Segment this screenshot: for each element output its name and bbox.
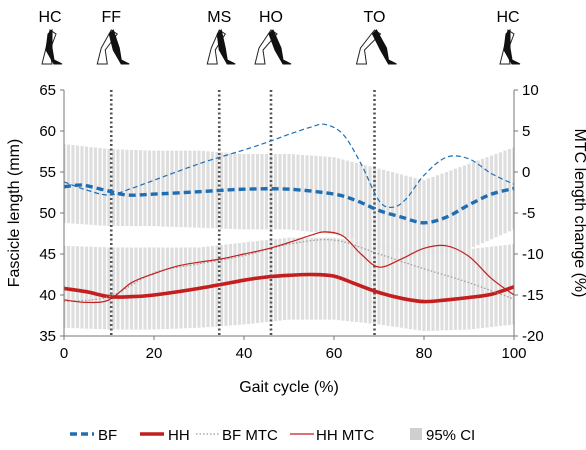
x-tick-labels: 0 20 40 60 80 100 xyxy=(60,336,527,362)
walker-leg-filled xyxy=(45,28,63,65)
left-y-tick-label-50: 50 xyxy=(39,205,56,222)
gait-event-label-hc-5: HC xyxy=(496,9,519,26)
series-line-bf-0 xyxy=(64,183,514,225)
confidence-bands xyxy=(64,144,514,332)
left-y-tick-label-60: 60 xyxy=(39,123,56,140)
walker-leg-filled xyxy=(216,29,236,65)
right-y-tick-label-5: 5 xyxy=(522,123,530,140)
series-line-bf-mtc-2 xyxy=(64,239,514,303)
left-y-tick-label-45: 45 xyxy=(39,246,56,263)
left-y-tick-labels: 35 40 45 50 55 60 65 xyxy=(39,82,64,345)
walker-figure-4 xyxy=(355,29,397,65)
x-tick-label-100: 100 xyxy=(501,345,526,362)
x-tick-label-20: 20 xyxy=(146,345,163,362)
series-line-hh-1 xyxy=(64,272,514,304)
series-line-hh-mtc-3 xyxy=(64,231,514,304)
left-y-tick-label-65: 65 xyxy=(39,82,56,99)
legend-label-hh-mtc: HH MTC xyxy=(316,427,374,444)
walker-figure-1 xyxy=(96,29,130,65)
right-y-tick-label--5: -5 xyxy=(522,205,535,222)
left-y-tick-label-35: 35 xyxy=(39,328,56,345)
walker-leg-filled xyxy=(268,29,292,65)
legend-label-hh: HH xyxy=(168,427,190,444)
legend-swatch-ci xyxy=(410,428,422,440)
right-y-tick-label-10: 10 xyxy=(522,82,539,99)
right-y-tick-labels: -20 -15 -10 -5 0 5 10 xyxy=(514,82,544,345)
legend-label-95-ci: 95% CI xyxy=(426,427,475,444)
right-y-tick-label--15: -15 xyxy=(522,287,544,304)
legend-label-bf: BF xyxy=(98,427,117,444)
series-lines xyxy=(64,123,514,304)
walker-figure-2 xyxy=(206,29,236,65)
x-tick-label-60: 60 xyxy=(326,345,343,362)
x-tick-label-40: 40 xyxy=(236,345,253,362)
x-tick-label-0: 0 xyxy=(60,345,68,362)
gait-event-label-ho-3: HO xyxy=(259,9,283,26)
walker-leg-filled xyxy=(108,29,130,65)
gait-event-lines xyxy=(109,90,376,336)
left-y-tick-label-40: 40 xyxy=(39,287,56,304)
walker-leg-filled xyxy=(371,29,397,65)
x-tick-label-80: 80 xyxy=(416,345,433,362)
gait-event-labels: HC FF MS HO TO HC xyxy=(38,9,519,26)
walker-figure-3 xyxy=(254,29,292,65)
legend-label-bf-mtc: BF MTC xyxy=(222,427,278,444)
series-line-bf-mtc-4 xyxy=(64,123,514,208)
walker-figure-5 xyxy=(499,28,521,65)
right-y-axis-label: MTC length change (%) xyxy=(571,129,586,298)
right-y-tick-label-0: 0 xyxy=(522,164,530,181)
right-y-tick-label--10: -10 xyxy=(522,246,544,263)
walker-leg-filled xyxy=(503,28,521,65)
left-y-axis-label: Fascicle length (mm) xyxy=(6,139,23,287)
walker-figure-0 xyxy=(41,28,63,65)
gait-event-label-ms-2: MS xyxy=(207,9,231,26)
gait-event-label-to-4: TO xyxy=(364,9,386,26)
gait-event-label-hc-0: HC xyxy=(38,9,61,26)
left-y-tick-label-55: 55 xyxy=(39,164,56,181)
gait-event-label-ff-1: FF xyxy=(101,9,121,26)
x-axis-label: Gait cycle (%) xyxy=(239,379,339,396)
gait-phase-illustrations xyxy=(41,28,521,65)
right-y-tick-label--20: -20 xyxy=(522,328,544,345)
legend: BF HH BF MTC HH MTC 95% CI xyxy=(70,427,475,444)
